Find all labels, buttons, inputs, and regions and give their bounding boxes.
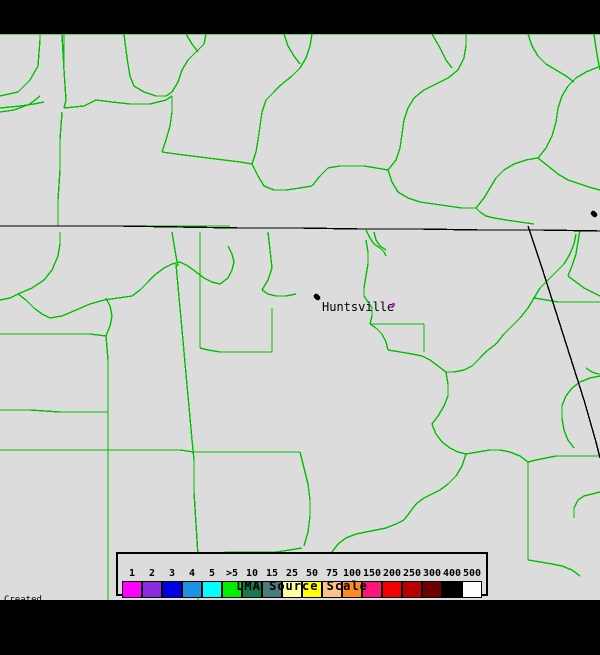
legend-entry-label: 1 [128, 568, 136, 579]
lma-source-point [392, 303, 395, 306]
legend-entry-label: 10 [245, 568, 259, 579]
legend-entry[interactable]: 300 [422, 568, 442, 598]
legend-color-swatch [462, 581, 482, 598]
scale-tick-label: 50 [215, 0, 230, 13]
scale-tick-label: 100 [335, 0, 355, 13]
legend-entry[interactable]: 25 [282, 568, 302, 598]
legend-color-swatch [362, 581, 382, 598]
legend-entry[interactable]: 100 [342, 568, 362, 598]
lma-source-scale-legend[interactable]: 1 2 3 4 5 >5 10 15 25 50 75 100 150 200 250 300 400 500 L… [116, 552, 488, 598]
legend-entry[interactable]: 3 [162, 568, 182, 598]
legend-entry-label: 2 [148, 568, 156, 579]
scale-tick-mark [100, 11, 102, 16]
legend-color-swatch [182, 581, 202, 598]
legend-color-swatch [262, 581, 282, 598]
legend-color-swatch [322, 581, 342, 598]
legend-entry-label: >5 [225, 568, 239, 579]
county-boundaries [0, 33, 600, 600]
legend-title: LMA Source Scale [236, 579, 368, 593]
legend-entry-label: 200 [382, 568, 402, 579]
legend-swatch-row: 1 2 3 4 5 >5 10 15 25 50 75 100 150 200 250 300 400 500 [122, 568, 482, 598]
legend-entry[interactable]: 10 [242, 568, 262, 598]
legend-entry-label: 250 [402, 568, 422, 579]
legend-color-swatch [342, 581, 362, 598]
scale-tick-label: 0 [96, 0, 104, 13]
map-canvas[interactable]: Huntsville [0, 0, 600, 600]
legend-entry[interactable]: 5 [202, 568, 222, 598]
map-vector-layer [0, 0, 600, 600]
scale-tick-label: 25 [154, 0, 168, 13]
legend-color-swatch [402, 581, 422, 598]
legend-entry[interactable]: 150 [362, 568, 382, 598]
legend-entry-label: 3 [168, 568, 176, 579]
created-timestamp: Created 12/05/2012 14:27:12 [4, 575, 107, 655]
legend-entry-label: 5 [208, 568, 216, 579]
legend-entry-label: 75 [325, 568, 339, 579]
legend-entry[interactable]: 50 [302, 568, 322, 598]
scale-tick-labels: 0 10 25 50 100 [0, 0, 600, 13]
legend-color-swatch [422, 581, 442, 598]
legend-color-swatch [202, 581, 222, 598]
scale-tick-label: 10 [117, 0, 132, 13]
legend-entry[interactable]: 200 [382, 568, 402, 598]
legend-color-swatch [282, 581, 302, 598]
legend-entry[interactable]: 75 [322, 568, 342, 598]
scale-tick-mark [124, 11, 127, 16]
legend-entry[interactable]: 15 [262, 568, 282, 598]
legend-entry-label: 25 [285, 568, 299, 579]
scale-tick-mark [222, 11, 225, 16]
legend-entry-label: 100 [342, 568, 362, 579]
legend-entry-label: 500 [462, 568, 482, 579]
legend-entry[interactable]: 500 [462, 568, 482, 598]
legend-entry[interactable]: 4 [182, 568, 202, 598]
scale-bar: 0 10 25 50 100 Kilometers [0, 0, 600, 35]
scale-tick-mark [345, 11, 347, 16]
legend-entry-label: 50 [305, 568, 319, 579]
legend-entry-label: 400 [442, 568, 462, 579]
scale-tick-mark [343, 11, 345, 16]
created-label: Created [4, 595, 42, 605]
legend-color-swatch [302, 581, 322, 598]
legend-entry[interactable]: 2 [142, 568, 162, 598]
legend-entry[interactable]: 1 [122, 568, 142, 598]
legend-color-swatch [122, 581, 142, 598]
legend-entry[interactable]: >5 [222, 568, 242, 598]
legend-entry[interactable]: 250 [402, 568, 422, 598]
scale-rule-line [100, 11, 347, 19]
legend-color-swatch [162, 581, 182, 598]
legend-color-swatch [242, 581, 262, 598]
legend-entry-label: 15 [265, 568, 279, 579]
legend-entry[interactable]: 400 [442, 568, 462, 598]
legend-color-swatch [222, 581, 242, 598]
city-label: Huntsville [322, 300, 395, 314]
legend-entry-label: 4 [188, 568, 196, 579]
legend-entry-label: 300 [422, 568, 442, 579]
scale-units-label: Kilometers [189, 22, 256, 35]
legend-color-swatch [142, 581, 162, 598]
legend-color-swatch [382, 581, 402, 598]
scale-tick-mark [161, 11, 164, 16]
legend-color-swatch [442, 581, 462, 598]
legend-entry-label: 150 [362, 568, 382, 579]
lma-source-map-app: Huntsville 0 10 25 50 100 Kilometers 1 2 3 4 5 >5… [0, 0, 600, 600]
state-boundaries [0, 225, 600, 459]
created-value: 12/05/2012 14:27:12 [4, 625, 107, 635]
